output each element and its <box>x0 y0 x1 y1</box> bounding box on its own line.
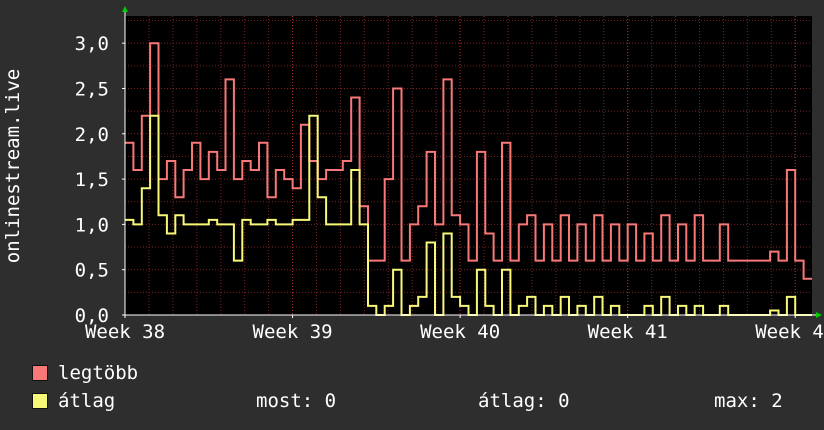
x-tick-label: Week 41 <box>588 321 668 343</box>
x-axis-arrow-icon <box>816 312 822 318</box>
y-tick-label: 0,5 <box>75 260 109 282</box>
x-tick-label: Week 40 <box>420 321 500 343</box>
y-axis-label: onlinestream.live <box>2 69 24 263</box>
y-tick-label: 0,0 <box>75 305 109 327</box>
x-tick-label: Week 42 <box>755 321 824 343</box>
y-tick-label: 2,0 <box>75 124 109 146</box>
stat-current: most: 0 <box>256 390 337 412</box>
series-line-max <box>125 42 812 280</box>
legend-item-avg: átlag <box>32 390 115 412</box>
x-tick-label: Week 38 <box>85 321 165 343</box>
y-tick-label: 1,0 <box>75 214 109 236</box>
stat-average: átlag: 0 <box>478 390 570 412</box>
max-color-swatch <box>32 365 48 381</box>
x-tick-label: Week 39 <box>253 321 333 343</box>
legend-item-max: legtöbb <box>32 362 138 384</box>
series-line-avg <box>125 114 812 316</box>
plot-area <box>125 16 812 315</box>
y-tick-label: 2,5 <box>75 78 109 100</box>
legend-label-max: legtöbb <box>58 362 139 384</box>
stat-maximum: max: 2 <box>714 390 783 412</box>
y-tick-label: 3,0 <box>75 33 109 55</box>
legend-label-avg: átlag <box>58 390 116 412</box>
avg-color-swatch <box>32 393 48 409</box>
y-axis-arrow-icon <box>122 6 128 12</box>
y-tick-label: 1,5 <box>75 169 109 191</box>
